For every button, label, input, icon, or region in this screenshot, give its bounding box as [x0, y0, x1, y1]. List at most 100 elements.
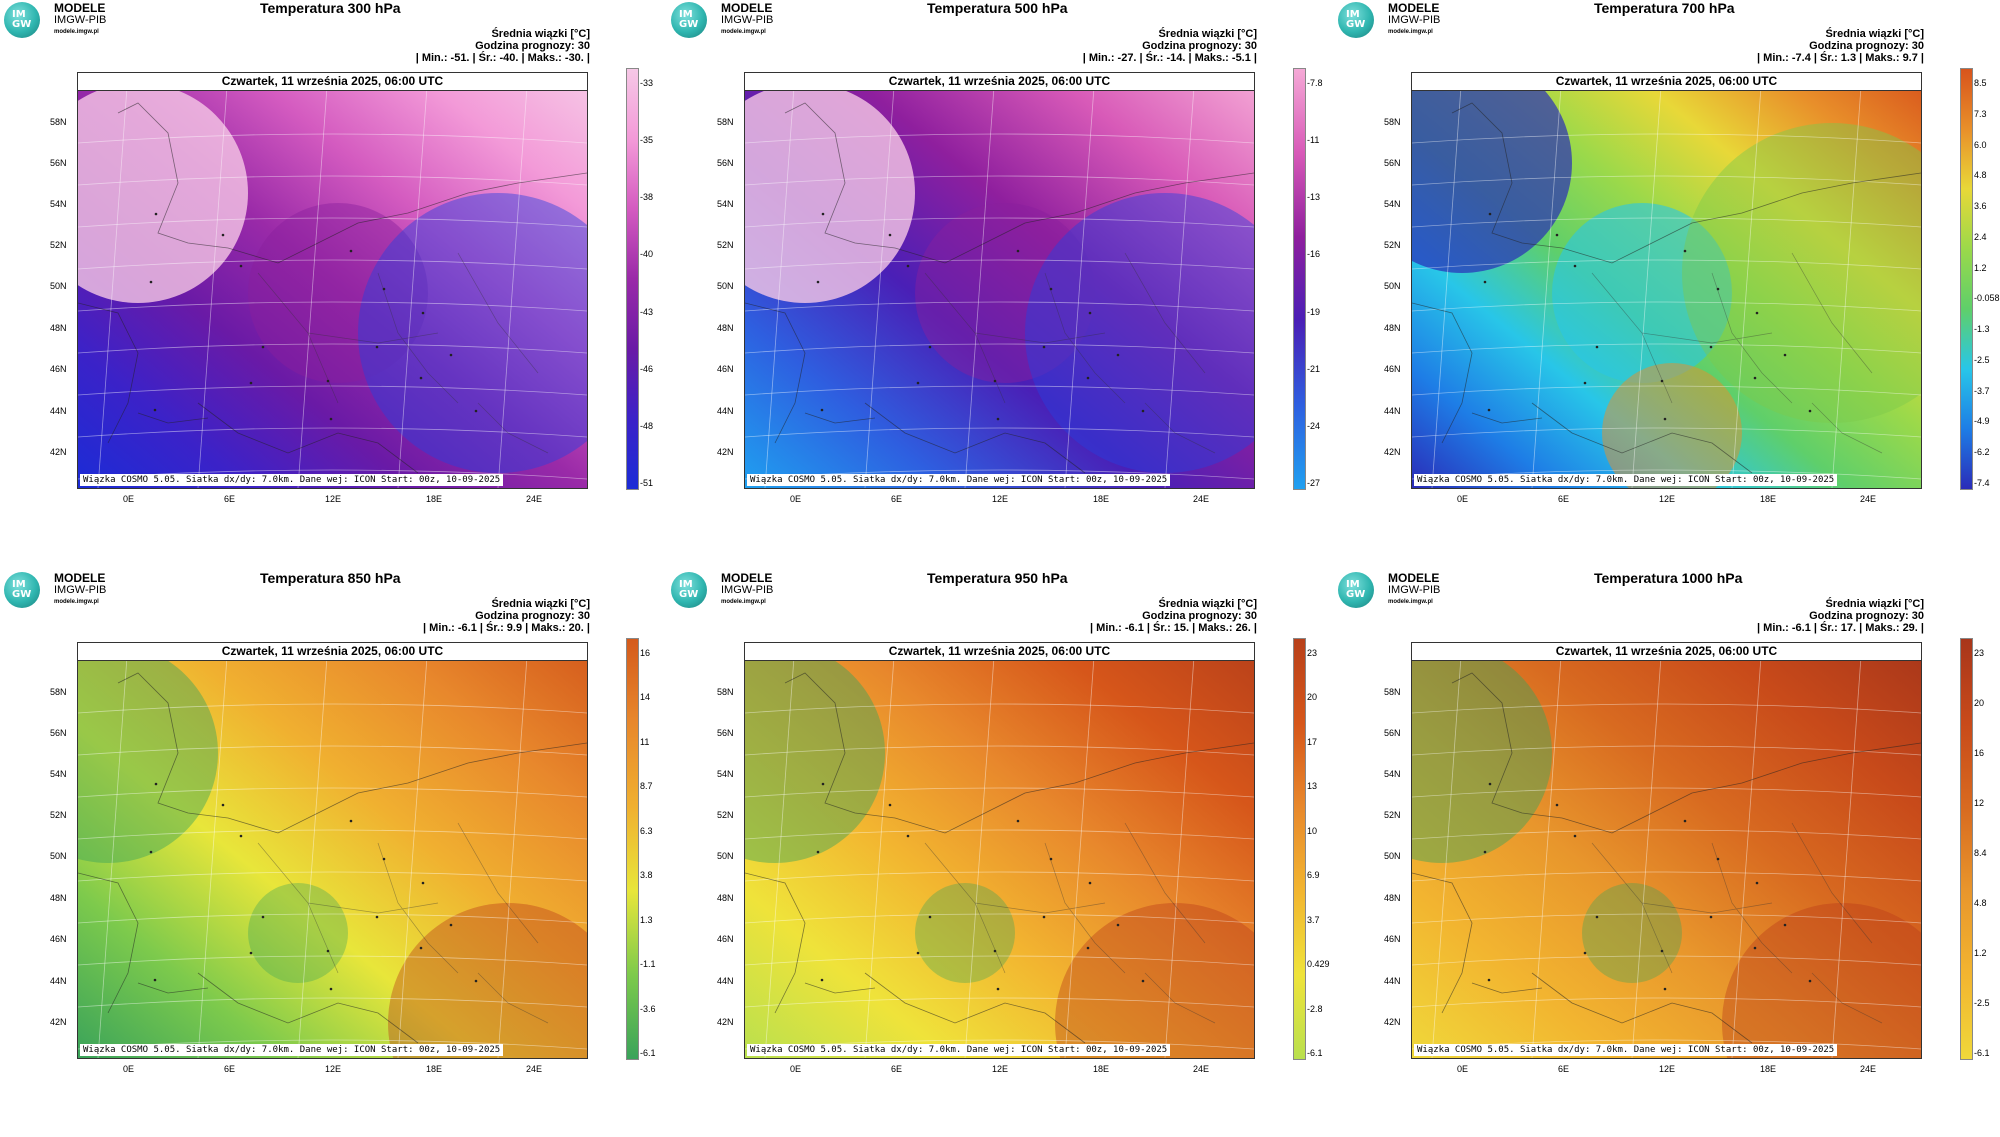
coastlines [1412, 102, 1921, 474]
city-marker [1487, 408, 1491, 412]
colorbar-label: 12 [1974, 798, 1985, 808]
graticule-lat [745, 787, 1254, 798]
city-marker [261, 345, 265, 349]
latitude-label: 48N [1384, 323, 1401, 333]
brand-org: IMGW-PIB [54, 584, 107, 596]
brand-url: modele.imgw.pl [54, 599, 99, 605]
graticule-lat [78, 703, 587, 714]
imgw-logo: IM GW [1338, 2, 1374, 38]
temperature-field [745, 73, 1254, 488]
colorbar-label: -24 [1307, 421, 1321, 431]
latitude-label: 56N [717, 158, 734, 168]
colorbar [1293, 638, 1306, 1060]
graticule-lat [78, 829, 587, 840]
city-marker [419, 946, 423, 950]
logo-text: IM GW [1346, 9, 1366, 30]
colorbar-label: -6.1 [1974, 1048, 1990, 1058]
colorbar [1293, 68, 1306, 490]
panel-subtitle: Średnia wiązki [°C] Godzina prognozy: 30 |… [1757, 28, 1924, 64]
latitude-label: 58N [1384, 117, 1401, 127]
longitude-label: 24E [526, 1064, 543, 1074]
imgw-logo: IM GW [671, 572, 707, 608]
latitude-label: 52N [50, 810, 67, 820]
variable-label: Średnia wiązki [°C] [491, 28, 590, 40]
city-marker [326, 949, 330, 953]
colorbar-label: 3.6 [1974, 201, 1987, 211]
colorbar-label: -3.6 [640, 1004, 656, 1014]
longitude-label: 12E [992, 494, 1009, 504]
brand-block: MODELE IMGW-PIB modele.imgw.pl [721, 2, 773, 38]
temperature-field [1412, 73, 1921, 488]
field-blob [915, 203, 1095, 383]
coastlines [745, 102, 1254, 474]
graticule-lon [964, 73, 996, 488]
city-marker [1753, 376, 1757, 380]
colorbar-label: -48 [640, 421, 654, 431]
graticule-lat [1412, 997, 1921, 1008]
city-marker [1086, 946, 1090, 950]
graticule-lon [1164, 643, 1196, 1058]
colorbar-label: 8.7 [640, 781, 653, 791]
valid-date: Czwartek, 11 września 2025, 06:00 UTC [78, 643, 587, 661]
city-marker [1483, 850, 1487, 854]
city-marker [1753, 946, 1757, 950]
graticule-lat [78, 787, 587, 798]
latitude-label: 56N [50, 158, 67, 168]
latitude-label: 42N [50, 447, 67, 457]
graticule-lat [78, 385, 587, 396]
graticule-lat [78, 343, 587, 354]
city-marker [1488, 782, 1492, 786]
latitude-label: 54N [50, 769, 67, 779]
city-marker [329, 987, 333, 991]
latitude-label: 50N [50, 281, 67, 291]
graticule-lon [397, 73, 429, 488]
forecast-hour: Godzina prognozy: 30 [1142, 610, 1257, 622]
graticule-lat [78, 259, 587, 270]
city-marker [916, 951, 920, 955]
city-marker [1088, 881, 1092, 885]
colorbar-label: -2.8 [1307, 1004, 1323, 1014]
longitude-label: 18E [426, 1064, 443, 1074]
graticule-lat [1412, 301, 1921, 312]
colorbar-label: -13 [1307, 192, 1321, 202]
latitude-label: 56N [1384, 158, 1401, 168]
graticule-lon [1631, 73, 1663, 488]
graticule-lat [1412, 259, 1921, 270]
latitude-label: 52N [1384, 810, 1401, 820]
field-blob [1055, 903, 1254, 1058]
latitude-label: 48N [717, 323, 734, 333]
graticule-lat [78, 217, 587, 228]
graticule-lon [1431, 643, 1463, 1058]
longitude-label: 18E [1093, 1064, 1110, 1074]
city-marker [1595, 345, 1599, 349]
country-borders [1591, 822, 1883, 1024]
city-marker [1755, 311, 1759, 315]
city-marker [888, 803, 892, 807]
model-info-footer: Wiązka COSMO 5.05. Siatka dx/dy: 7.0km. … [80, 474, 504, 486]
coastlines [1412, 672, 1921, 1044]
temperature-field [78, 73, 587, 488]
brand-name: MODELE [54, 1, 106, 15]
graticule-lat [745, 871, 1254, 882]
logo-text: IM GW [1346, 579, 1366, 600]
graticule-lat [78, 427, 587, 438]
city-marker [153, 978, 157, 982]
map-area: Czwartek, 11 września 2025, 06:00 UTC Wią… [77, 642, 588, 1059]
latitude-label: 50N [1384, 281, 1401, 291]
map-area: Czwartek, 11 września 2025, 06:00 UTC Wią… [77, 72, 588, 489]
city-marker [326, 379, 330, 383]
colorbar-label: 6.3 [640, 826, 653, 836]
city-marker [382, 857, 386, 861]
logo-text: IM GW [12, 9, 32, 30]
graticule-lat [1412, 829, 1921, 840]
colorbar-label: 10 [1307, 826, 1318, 836]
longitude-label: 6E [1558, 1064, 1570, 1074]
graticule-lon [497, 643, 529, 1058]
colorbar-label: -51 [640, 478, 654, 488]
variable-label: Średnia wiązki [°C] [491, 598, 590, 610]
colorbar-label: 16 [1974, 748, 1985, 758]
panel-subtitle: Średnia wiązki [°C] Godzina prognozy: 30 |… [1083, 28, 1257, 64]
latitude-label: 58N [717, 117, 734, 127]
colorbar-label: -16 [1307, 249, 1321, 259]
longitude-label: 12E [992, 1064, 1009, 1074]
